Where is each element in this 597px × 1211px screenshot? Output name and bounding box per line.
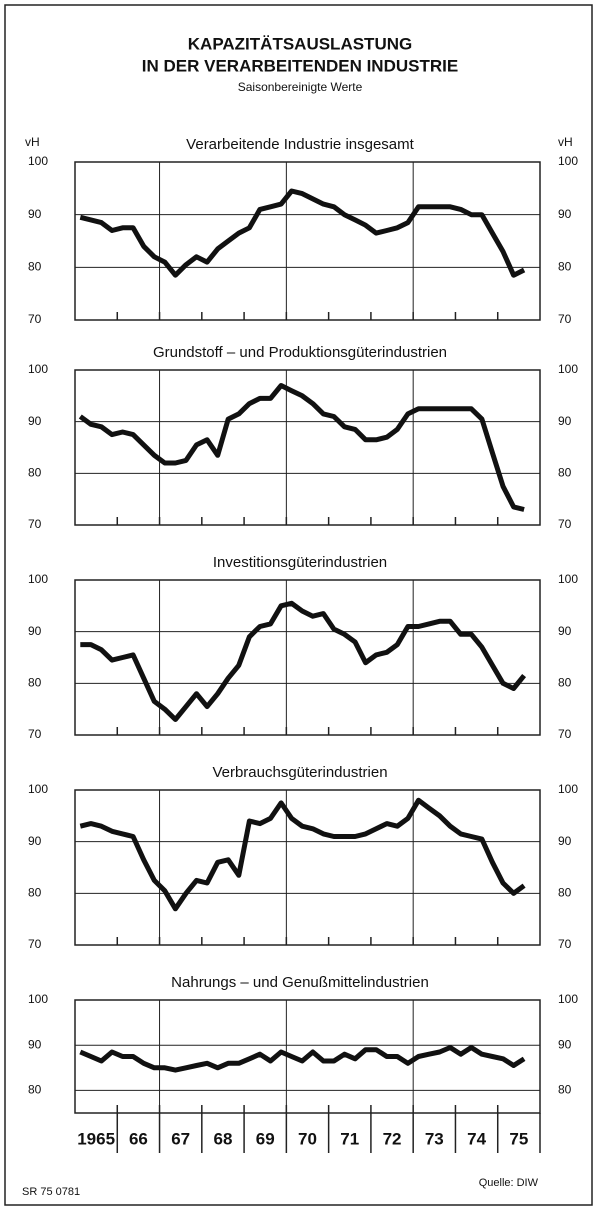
- subtitle: Saisonbereinigte Werte: [238, 80, 363, 94]
- y-tick-label: 80: [28, 260, 42, 274]
- y-tick-label: 100: [558, 362, 578, 376]
- code: SR 75 0781: [22, 1186, 80, 1198]
- x-tick-label: 66: [129, 1129, 148, 1148]
- y-tick-label: 70: [558, 727, 572, 741]
- y-tick-label: 70: [558, 312, 572, 326]
- x-tick-label: 71: [340, 1129, 359, 1148]
- y-tick-label: 80: [558, 1083, 572, 1097]
- y-tick-label: 70: [28, 727, 42, 741]
- title-line: IN DER VERARBEITENDEN INDUSTRIE: [142, 56, 458, 75]
- y-tick-label: 100: [558, 782, 578, 796]
- y-tick-label: 90: [28, 414, 42, 428]
- series-line: [79, 1045, 526, 1073]
- series-line: [78, 383, 525, 512]
- y-axis-label: vH: [25, 135, 40, 149]
- y-tick-label: 100: [28, 362, 48, 376]
- page-frame: [4, 4, 593, 1206]
- y-tick-label: 90: [558, 1037, 572, 1051]
- x-tick-label: 72: [383, 1129, 402, 1148]
- y-tick-label: 90: [558, 207, 572, 221]
- y-tick-label: 80: [558, 886, 572, 900]
- y-axis-label: vH: [558, 135, 573, 149]
- y-tick-label: 100: [28, 154, 48, 168]
- y-tick-label: 90: [558, 624, 572, 638]
- x-tick-label: 74: [467, 1129, 486, 1148]
- y-tick-label: 80: [558, 260, 572, 274]
- plot-frame: [74, 789, 541, 946]
- y-tick-label: 70: [28, 937, 42, 951]
- y-tick-label: 80: [28, 466, 42, 480]
- y-tick-label: 70: [558, 517, 572, 531]
- series-line: [79, 188, 526, 278]
- series-line: [79, 797, 526, 912]
- x-tick-label: 67: [171, 1129, 190, 1148]
- y-tick-label: 90: [28, 624, 42, 638]
- panel-title: Verbrauchsgüterindustrien: [212, 764, 387, 781]
- y-tick-label: 80: [28, 886, 42, 900]
- y-tick-label: 80: [28, 676, 42, 690]
- y-tick-label: 80: [558, 676, 572, 690]
- x-tick-label: 75: [509, 1129, 528, 1148]
- series-line: [80, 600, 527, 722]
- y-tick-label: 90: [28, 1037, 42, 1051]
- panel-title: Grundstoff – und Produktionsgüterindustr…: [153, 344, 447, 361]
- panel-title: Verarbeitende Industrie insgesamt: [186, 136, 414, 153]
- y-tick-label: 80: [558, 466, 572, 480]
- x-tick-label: 70: [298, 1129, 317, 1148]
- y-tick-label: 100: [28, 782, 48, 796]
- y-tick-label: 100: [28, 572, 48, 586]
- y-tick-label: 90: [28, 207, 42, 221]
- title-line: KAPAZITÄTSAUSLASTUNG: [188, 34, 412, 53]
- y-tick-label: 80: [28, 1083, 42, 1097]
- y-tick-label: 90: [558, 414, 572, 428]
- y-tick-label: 100: [28, 992, 48, 1006]
- x-tick-label: 1965: [77, 1129, 115, 1148]
- plot-frame: [74, 161, 541, 321]
- plot-frame: [74, 579, 541, 736]
- y-tick-label: 70: [558, 937, 572, 951]
- x-tick-label: 68: [213, 1129, 232, 1148]
- x-tick-label: 73: [425, 1129, 444, 1148]
- y-tick-label: 90: [558, 834, 572, 848]
- y-tick-label: 70: [28, 312, 42, 326]
- y-tick-label: 100: [558, 992, 578, 1006]
- y-tick-label: 100: [558, 154, 578, 168]
- panel-title: Nahrungs – und Genußmittelindustrien: [171, 974, 429, 991]
- y-tick-label: 70: [28, 517, 42, 531]
- y-tick-label: 100: [558, 572, 578, 586]
- y-tick-label: 90: [28, 834, 42, 848]
- x-tick-label: 69: [256, 1129, 275, 1148]
- panel-title: Investitionsgüterindustrien: [213, 554, 387, 571]
- source: Quelle: DIW: [479, 1177, 539, 1189]
